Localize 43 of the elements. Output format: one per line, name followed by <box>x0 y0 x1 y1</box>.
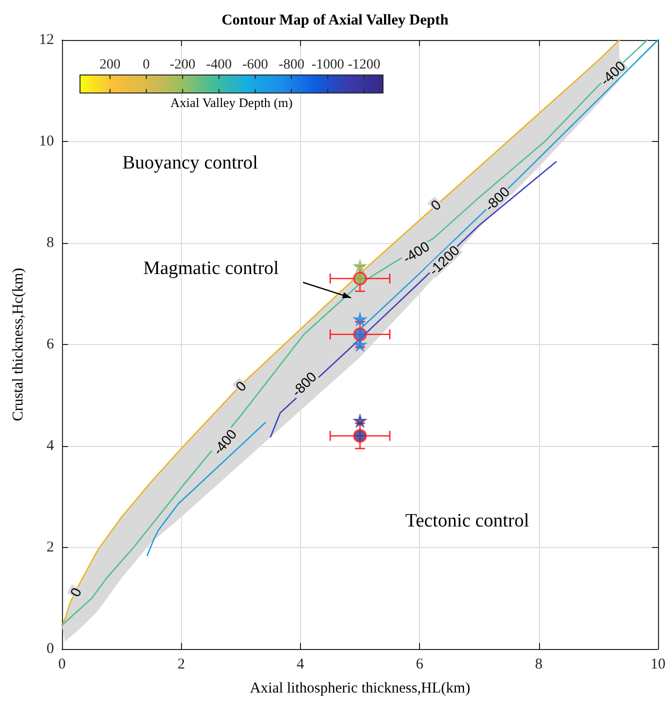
point <box>353 428 367 443</box>
point <box>353 272 367 286</box>
color-bar-title: Axial Valley Depth (m) <box>170 95 293 110</box>
x-tick-label: 2 <box>177 656 185 672</box>
y-tick-label: 0 <box>46 641 54 657</box>
annotation: 0 <box>142 58 150 72</box>
y-tick-label: 12 <box>39 32 54 48</box>
point <box>352 413 368 428</box>
y-tick-label: 10 <box>39 134 54 150</box>
point <box>352 258 368 274</box>
annotation: 0 <box>427 196 444 214</box>
annotation: 0 <box>66 584 85 600</box>
annotation: Tectonic control <box>405 510 530 532</box>
chart-title: Contour Map of Axial Valley Depth <box>222 12 450 28</box>
annotation: -800 <box>481 183 513 214</box>
annotation: Magmatic control <box>143 258 279 279</box>
point <box>352 312 368 327</box>
annotation: -400 <box>210 426 240 458</box>
annotation: -1200 <box>348 58 380 72</box>
x-tick-label: 4 <box>296 656 305 672</box>
x-tick-label: 6 <box>416 656 424 672</box>
y-tick-label: 6 <box>46 336 54 352</box>
y-tick-label: 4 <box>46 438 54 454</box>
annotation: -200 <box>170 58 196 72</box>
x-tick-label: 10 <box>650 656 666 672</box>
annotation: -600 <box>242 58 268 72</box>
x-tick-label: 8 <box>535 656 543 672</box>
annotation: 200 <box>100 58 120 72</box>
point <box>352 337 368 352</box>
annotation: 0 <box>232 378 250 394</box>
y-tick-label: 8 <box>46 235 54 251</box>
annotation: -400 <box>206 58 232 72</box>
annotation: -1000 <box>311 58 344 72</box>
y-tick-label: 2 <box>46 540 54 556</box>
annotation: Buoyancy control <box>122 152 258 174</box>
point <box>353 327 367 342</box>
annotation: -400 <box>597 57 629 88</box>
y-axis-title: Crustal thickness,Hc(km) <box>10 268 26 422</box>
annotation: -800 <box>288 368 320 400</box>
x-axis-title: Axial lithospheric thickness,HL(km) <box>250 680 470 696</box>
x-tick-label: 0 <box>58 656 66 672</box>
annotation: -400 <box>400 238 432 266</box>
annotation: -800 <box>278 58 304 72</box>
